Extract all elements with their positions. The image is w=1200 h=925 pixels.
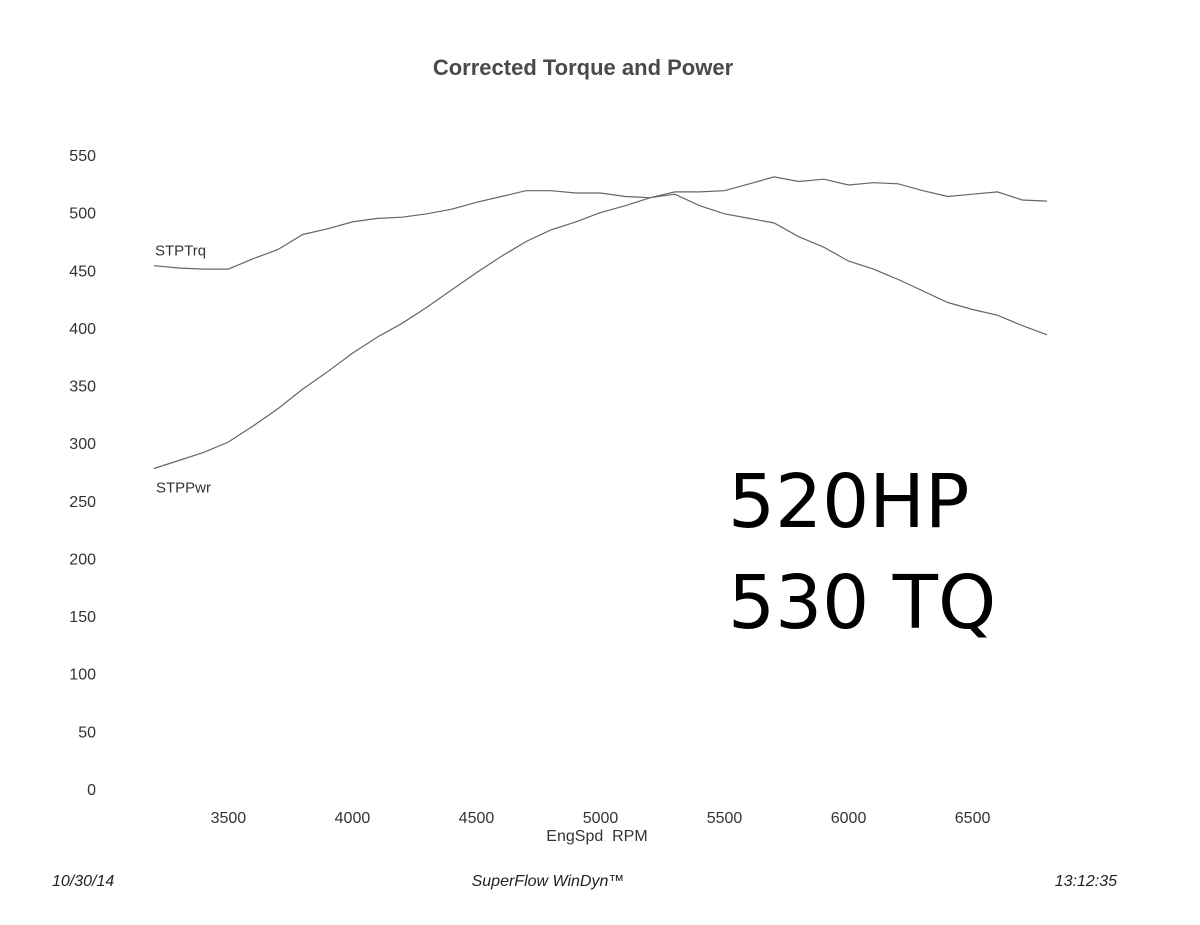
y-tick-label: 0	[87, 782, 96, 799]
x-tick-label: 6500	[955, 810, 991, 827]
series-line-stptrq	[153, 176, 1048, 270]
x-tick-label: 4500	[459, 810, 495, 827]
x-axis-title: EngSpd RPM	[546, 828, 647, 845]
footer-date: 10/30/14	[52, 873, 114, 890]
y-tick-label: 500	[69, 206, 96, 223]
series-label-stppwr: STPPwr	[156, 480, 211, 497]
x-tick-label: 3500	[211, 810, 247, 827]
footer-software: SuperFlow WinDyn™	[472, 873, 625, 890]
footer-time: 13:12:35	[1055, 873, 1117, 890]
horsepower-annotation: 520HP	[728, 459, 970, 545]
torque-annotation: 530 TQ	[728, 560, 996, 646]
y-tick-label: 400	[69, 321, 96, 338]
y-axis-ticks: 0 50 100 150 200 250 300 350 400 450 500 550	[69, 148, 96, 799]
chart-title: Corrected Torque and Power	[433, 55, 734, 80]
series-label-stptrq: STPTrq	[155, 243, 206, 260]
x-tick-label: 5000	[583, 810, 619, 827]
y-tick-label: 200	[69, 551, 96, 568]
series-line-stppwr	[153, 193, 1048, 470]
y-tick-label: 50	[78, 724, 96, 741]
y-tick-label: 250	[69, 494, 96, 511]
x-tick-label: 6000	[831, 810, 867, 827]
y-tick-label: 350	[69, 379, 96, 396]
y-tick-label: 100	[69, 667, 96, 684]
x-axis-ticks: 3500 4000 4500 5000 5500 6000 6500	[211, 810, 991, 827]
y-tick-label: 450	[69, 263, 96, 280]
x-tick-label: 4000	[335, 810, 371, 827]
x-tick-label: 5500	[707, 810, 743, 827]
y-tick-label: 300	[69, 436, 96, 453]
y-tick-label: 150	[69, 609, 96, 626]
series-layer: STPTrq STPPwr	[153, 176, 1048, 497]
y-tick-label: 550	[69, 148, 96, 165]
